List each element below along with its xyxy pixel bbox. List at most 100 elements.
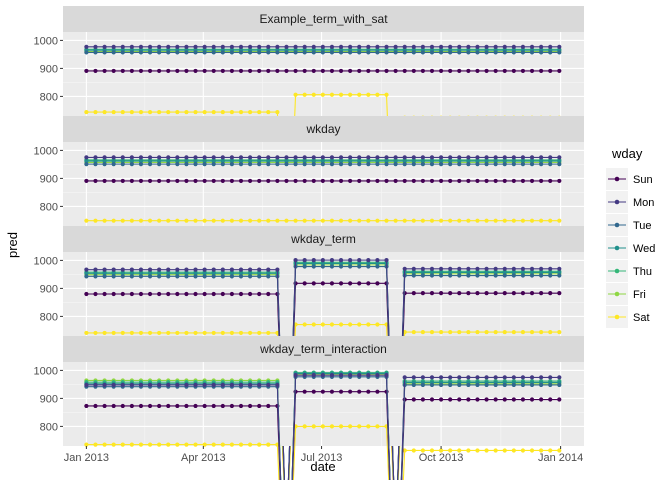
data-point	[157, 403, 162, 409]
data-point	[275, 155, 280, 160]
data-point	[102, 442, 107, 447]
data-point	[366, 218, 371, 223]
data-point	[475, 382, 480, 388]
data-point	[138, 158, 144, 164]
data-point	[211, 109, 216, 115]
data-point	[166, 109, 171, 115]
data-point	[366, 373, 371, 378]
data-point	[329, 68, 335, 74]
data-point	[520, 397, 526, 402]
data-point	[475, 218, 480, 223]
data-point	[257, 155, 262, 160]
data-point	[120, 403, 125, 409]
data-point	[429, 273, 435, 278]
data-point	[157, 218, 162, 223]
data-point	[266, 68, 271, 74]
facet-strip	[63, 6, 584, 32]
data-point	[166, 274, 171, 279]
data-point	[311, 218, 316, 223]
data-point	[557, 178, 562, 184]
data-point	[502, 178, 507, 184]
data-point	[493, 266, 498, 271]
data-point	[466, 162, 471, 167]
data-point	[84, 68, 89, 74]
data-point	[166, 155, 171, 160]
data-point	[366, 92, 371, 97]
data-point	[93, 274, 98, 279]
data-point	[138, 68, 144, 74]
data-point	[257, 68, 262, 74]
data-point	[247, 274, 253, 279]
series-tue	[84, 50, 562, 55]
data-point	[129, 68, 134, 74]
data-point	[320, 373, 325, 378]
data-point	[357, 322, 362, 327]
data-point	[220, 271, 225, 276]
data-point	[275, 158, 280, 164]
data-point	[302, 162, 307, 167]
data-point	[529, 375, 535, 380]
data-point	[147, 109, 153, 115]
data-point	[193, 109, 198, 115]
data-point	[411, 329, 416, 335]
data-point	[102, 44, 107, 49]
data-point	[402, 291, 407, 296]
data-point	[257, 44, 262, 49]
y-tick-label: 1000	[34, 365, 58, 377]
data-point	[238, 271, 244, 276]
data-point	[202, 178, 207, 184]
data-point	[502, 375, 507, 380]
data-point	[311, 178, 316, 184]
panel-background	[63, 32, 584, 116]
data-point	[193, 271, 198, 276]
data-point	[366, 424, 371, 429]
data-point	[147, 158, 153, 164]
data-point	[411, 158, 416, 164]
data-point	[175, 50, 180, 55]
data-point	[466, 291, 471, 296]
facet-strip	[63, 116, 584, 142]
data-point	[375, 162, 380, 167]
data-point	[357, 258, 362, 263]
data-point	[102, 50, 107, 55]
data-point	[138, 271, 144, 276]
data-point	[511, 270, 516, 275]
data-point	[411, 178, 416, 184]
data-point	[539, 329, 544, 335]
data-point	[338, 44, 344, 49]
data-point	[539, 382, 544, 388]
data-point	[266, 155, 271, 160]
data-point	[357, 264, 362, 269]
data-point	[129, 442, 134, 447]
data-point	[475, 50, 480, 55]
data-point	[338, 373, 344, 378]
data-point	[184, 68, 189, 74]
data-point	[193, 403, 198, 409]
data-point	[557, 155, 562, 160]
data-point	[329, 424, 335, 429]
data-point	[275, 109, 280, 115]
facet-panel: Example_term_with_sat 800 900 1000	[34, 6, 584, 323]
data-point	[438, 162, 444, 167]
data-point	[229, 403, 234, 409]
data-point	[448, 162, 453, 167]
data-point	[311, 373, 316, 378]
data-point	[348, 155, 353, 160]
data-point	[120, 178, 125, 184]
data-point	[539, 178, 544, 184]
data-point	[475, 273, 480, 278]
data-point	[366, 162, 371, 167]
data-point	[529, 273, 535, 278]
data-point	[348, 68, 353, 74]
data-point	[311, 92, 316, 97]
data-point	[448, 44, 453, 49]
data-point	[529, 448, 535, 453]
data-point	[93, 162, 98, 167]
data-point	[102, 68, 107, 74]
y-tick-label: 900	[40, 63, 58, 75]
data-point	[257, 267, 262, 272]
series-mon	[84, 373, 562, 480]
data-point	[375, 44, 380, 49]
data-point	[429, 68, 435, 74]
data-point	[511, 44, 516, 49]
